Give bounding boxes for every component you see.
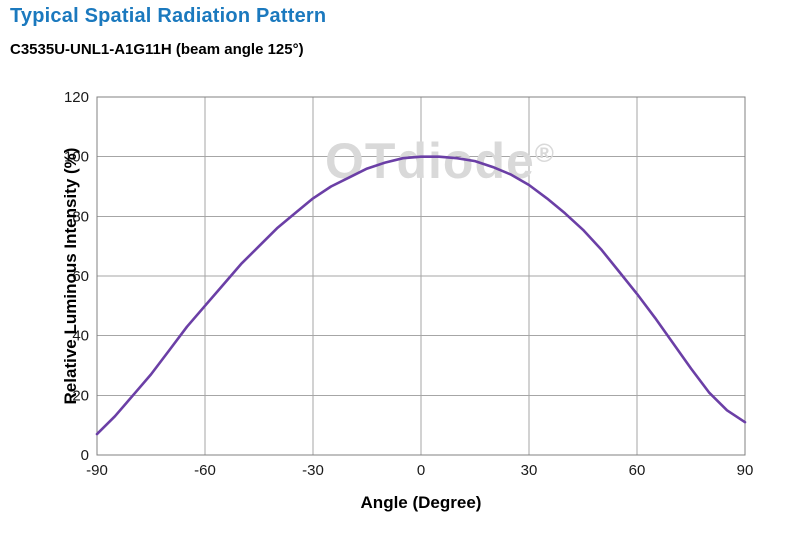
page-title: Typical Spatial Radiation Pattern	[10, 5, 327, 27]
registered-trademark-icon: ®	[535, 138, 555, 168]
plot-frame	[96, 96, 746, 456]
y-tick-label: 80	[72, 208, 89, 225]
part-number-subtitle: C3535U-UNL1-A1G11H (beam angle 125°)	[10, 41, 304, 58]
y-tick-label: 40	[72, 328, 89, 345]
watermark: OTdiode®	[325, 133, 555, 189]
x-tick-label: 0	[417, 462, 425, 479]
y-tick-label: 60	[72, 268, 89, 285]
y-tick-label: 100	[64, 149, 89, 166]
x-tick-label: -90	[86, 462, 108, 479]
intensity-curve	[95, 155, 747, 436]
y-tick-label: 120	[64, 89, 89, 106]
x-tick-label: 30	[521, 462, 538, 479]
x-tick-label: -60	[194, 462, 216, 479]
x-tick-label: 90	[737, 462, 754, 479]
x-axis-label: Angle (Degree)	[361, 493, 482, 512]
tick-labels: -90 -60 -30 0 30 60 90 0 20 40 60 80 100 120	[64, 89, 753, 479]
y-axis-label: Relative Luminous Intensity (%)	[61, 148, 80, 405]
y-tick-label: 20	[72, 387, 89, 404]
watermark-brand: OTdiode	[325, 133, 535, 189]
x-tick-label: 60	[629, 462, 646, 479]
x-tick-label: -30	[302, 462, 324, 479]
y-tick-label: 0	[81, 447, 89, 464]
